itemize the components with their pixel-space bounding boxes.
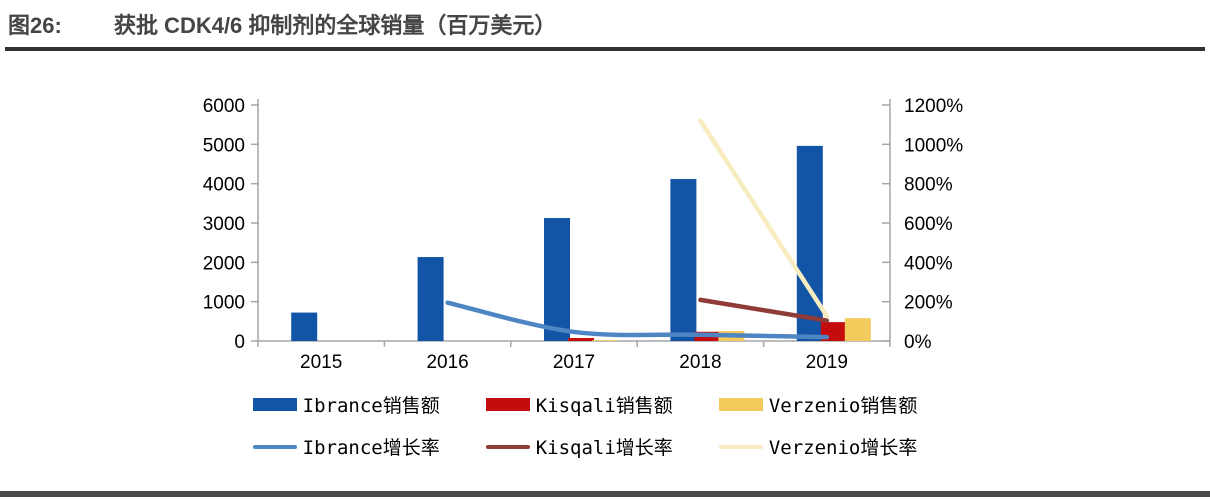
x-axis-category-label: 2019 — [806, 352, 848, 373]
right-axis-tick-label: 400% — [904, 253, 953, 274]
legend-item-ibrance-growth: Ibrance增长率 — [252, 433, 440, 460]
legend-label: Verzenio销售额 — [768, 395, 918, 417]
left-axis-tick-label: 4000 — [203, 175, 245, 196]
right-axis-tick-label: 1000% — [904, 135, 963, 156]
left-axis-tick-label: 5000 — [203, 135, 245, 156]
ibrance-growth-line-icon — [252, 444, 297, 449]
footer-divider — [0, 491, 1210, 497]
right-axis-tick-label: 600% — [904, 214, 953, 235]
figure-number: 图26: — [8, 13, 62, 38]
bar-2016 — [417, 257, 444, 341]
left-axis-tick-label: 2000 — [203, 253, 245, 274]
growth-line — [698, 297, 830, 323]
bar-2019 — [796, 145, 823, 341]
right-axis-tick-label: 0% — [904, 332, 932, 353]
figure-title: 获批 CDK4/6 抑制剂的全球销量（百万美元） — [113, 13, 557, 38]
title-underline — [5, 47, 1205, 51]
legend-label: Ibrance销售额 — [302, 395, 440, 417]
legend-label: Ibrance增长率 — [302, 437, 440, 459]
verzenio-sales-swatch-icon — [718, 398, 763, 411]
bar-2015 — [291, 312, 318, 341]
bar-2017 — [544, 218, 570, 341]
legend-item-ibrance-sales: Ibrance销售额 — [252, 391, 440, 418]
legend-item-verzenio-growth: Verzenio增长率 — [718, 433, 918, 460]
legend-item-verzenio-sales: Verzenio销售额 — [718, 391, 918, 418]
legend-label: Kisqali增长率 — [535, 437, 673, 459]
legend-label: Verzenio增长率 — [768, 437, 918, 459]
right-axis-tick-label: 800% — [904, 175, 953, 196]
x-axis-category-label: 2018 — [679, 352, 721, 373]
legend-row-growth: Ibrance增长率 Kisqali增长率 Verzenio增长率 — [252, 433, 918, 460]
kisqali-sales-swatch-icon — [485, 398, 530, 411]
bar-2019 — [844, 318, 871, 341]
kisqali-growth-line-icon — [485, 444, 530, 449]
left-axis-tick-label: 1000 — [203, 293, 245, 314]
legend-label: Kisqali销售额 — [535, 395, 673, 417]
legend-item-kisqali-sales: Kisqali销售额 — [485, 391, 673, 418]
bar-2017 — [568, 338, 594, 341]
bar-2018 — [670, 179, 697, 341]
x-axis-category-label: 2017 — [553, 352, 595, 373]
legend-item-kisqali-growth: Kisqali增长率 — [485, 433, 673, 460]
left-axis-tick-label: 0 — [234, 332, 245, 353]
right-axis-tick-label: 200% — [904, 293, 953, 314]
legend-row-sales: Ibrance销售额 Kisqali销售额 Verzenio销售额 — [252, 391, 918, 418]
growth-line — [445, 300, 830, 340]
x-axis-category-label: 2015 — [300, 352, 342, 373]
growth-line — [698, 118, 830, 319]
figure-header: 图26: 获批 CDK4/6 抑制剂的全球销量（百万美元） — [8, 8, 1202, 40]
verzenio-growth-line-icon — [718, 444, 763, 449]
right-axis-tick-label: 1200% — [904, 96, 963, 117]
left-axis-tick-label: 3000 — [203, 214, 245, 235]
bar-2017 — [592, 340, 618, 341]
ibrance-sales-swatch-icon — [252, 398, 297, 411]
x-axis-category-label: 2016 — [426, 352, 468, 373]
left-axis-tick-label: 6000 — [203, 96, 245, 117]
chart-legend: Ibrance销售额 Kisqali销售额 Verzenio销售额 Ibranc… — [0, 391, 1170, 460]
